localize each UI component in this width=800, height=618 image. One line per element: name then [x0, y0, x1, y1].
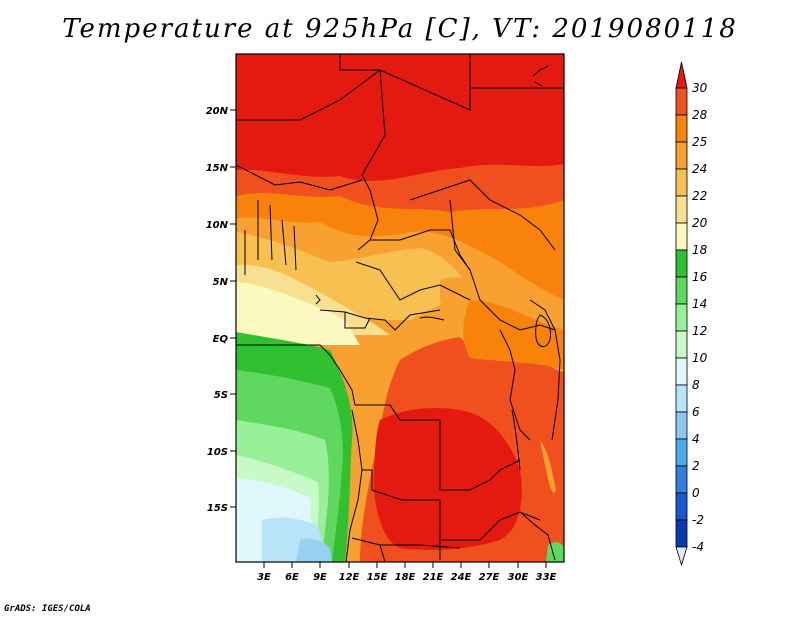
lat-label: EQ — [213, 334, 229, 345]
colorbar-segment — [675, 222, 688, 251]
lat-label: 15N — [206, 163, 229, 174]
colorbar-label: 6 — [692, 405, 700, 419]
colorbar-bottom-arrow — [675, 546, 688, 567]
lon-label: 21E — [423, 572, 444, 583]
colorbar — [675, 61, 688, 567]
colorbar-label: 2 — [692, 459, 700, 473]
lon-labels: 3E 6E 9E 12E 15E 18E 21E 24E 27E 30E 33E — [257, 572, 556, 583]
lon-label: 9E — [313, 572, 327, 583]
colorbar-label: 14 — [692, 297, 707, 311]
colorbar-label: 28 — [692, 108, 708, 122]
colorbar-segment — [675, 330, 688, 359]
temp-core-30 — [373, 408, 522, 550]
map-frame — [235, 53, 565, 563]
colorbar-segment — [675, 87, 688, 116]
colorbar-labels: 30 28 25 24 22 20 18 16 14 12 10 8 6 4 2… — [692, 81, 708, 554]
colorbar-segment — [675, 438, 688, 467]
colorbar-segment — [675, 114, 688, 143]
colorbar-label: 20 — [692, 216, 708, 230]
lon-label: 27E — [479, 572, 500, 583]
colorbar-label: 16 — [692, 270, 708, 284]
lon-label: 18E — [395, 572, 416, 583]
temp-lake-region — [540, 440, 556, 493]
lon-ticks — [263, 562, 547, 568]
colorbar-label: 24 — [692, 162, 707, 176]
colorbar-segment — [675, 465, 688, 494]
colorbar-segment — [675, 384, 688, 413]
lat-label: 5N — [213, 277, 229, 288]
colorbar-label: 10 — [692, 351, 708, 365]
colorbar-label: 12 — [692, 324, 707, 338]
lon-label: 24E — [451, 572, 472, 583]
lon-label: 3E — [257, 572, 271, 583]
lat-labels: 20N 15N 10N 5N EQ 5S 10S 15S — [206, 106, 229, 514]
lon-label: 15E — [367, 572, 388, 583]
lon-label: 6E — [285, 572, 299, 583]
colorbar-segment — [675, 276, 688, 305]
grads-credit: GrADS: IGES/COLA — [4, 604, 91, 614]
colorbar-segment — [675, 411, 688, 440]
lat-ticks — [230, 109, 236, 508]
colorbar-label: 25 — [692, 135, 707, 149]
colorbar-label: 0 — [692, 486, 700, 500]
lat-label: 15S — [207, 503, 228, 514]
colorbar-segment — [675, 249, 688, 278]
temp-band-4 — [296, 538, 332, 562]
lon-label: 30E — [508, 572, 529, 583]
colorbar-segment — [675, 357, 688, 386]
colorbar-label: 18 — [692, 243, 708, 257]
colorbar-label: 22 — [692, 189, 707, 203]
lat-label: 5S — [214, 390, 228, 401]
temp-green-patch — [546, 542, 564, 562]
temperature-field — [236, 54, 564, 562]
colorbar-label: 8 — [692, 378, 700, 392]
chart-title: Temperature at 925hPa [C], VT: 201908011… — [62, 14, 738, 44]
temp-east-25 — [463, 300, 564, 370]
lon-label: 12E — [339, 572, 360, 583]
colorbar-segment — [675, 195, 688, 224]
colorbar-segment — [675, 141, 688, 170]
colorbar-segment — [675, 168, 688, 197]
colorbar-label: 4 — [692, 432, 700, 446]
country-borders — [236, 54, 564, 562]
temp-band-18 — [236, 282, 360, 345]
colorbar-segment — [675, 492, 688, 521]
colorbar-top-arrow — [675, 61, 688, 89]
lat-label: 10S — [207, 447, 228, 458]
lat-label: 20N — [206, 106, 229, 117]
colorbar-segment — [675, 303, 688, 332]
lon-label: 33E — [536, 572, 557, 583]
colorbar-label: -2 — [692, 513, 704, 527]
colorbar-label: 30 — [692, 81, 708, 95]
colorbar-segment — [675, 519, 688, 548]
colorbar-label: -4 — [692, 540, 704, 554]
lat-label: 10N — [206, 220, 229, 231]
